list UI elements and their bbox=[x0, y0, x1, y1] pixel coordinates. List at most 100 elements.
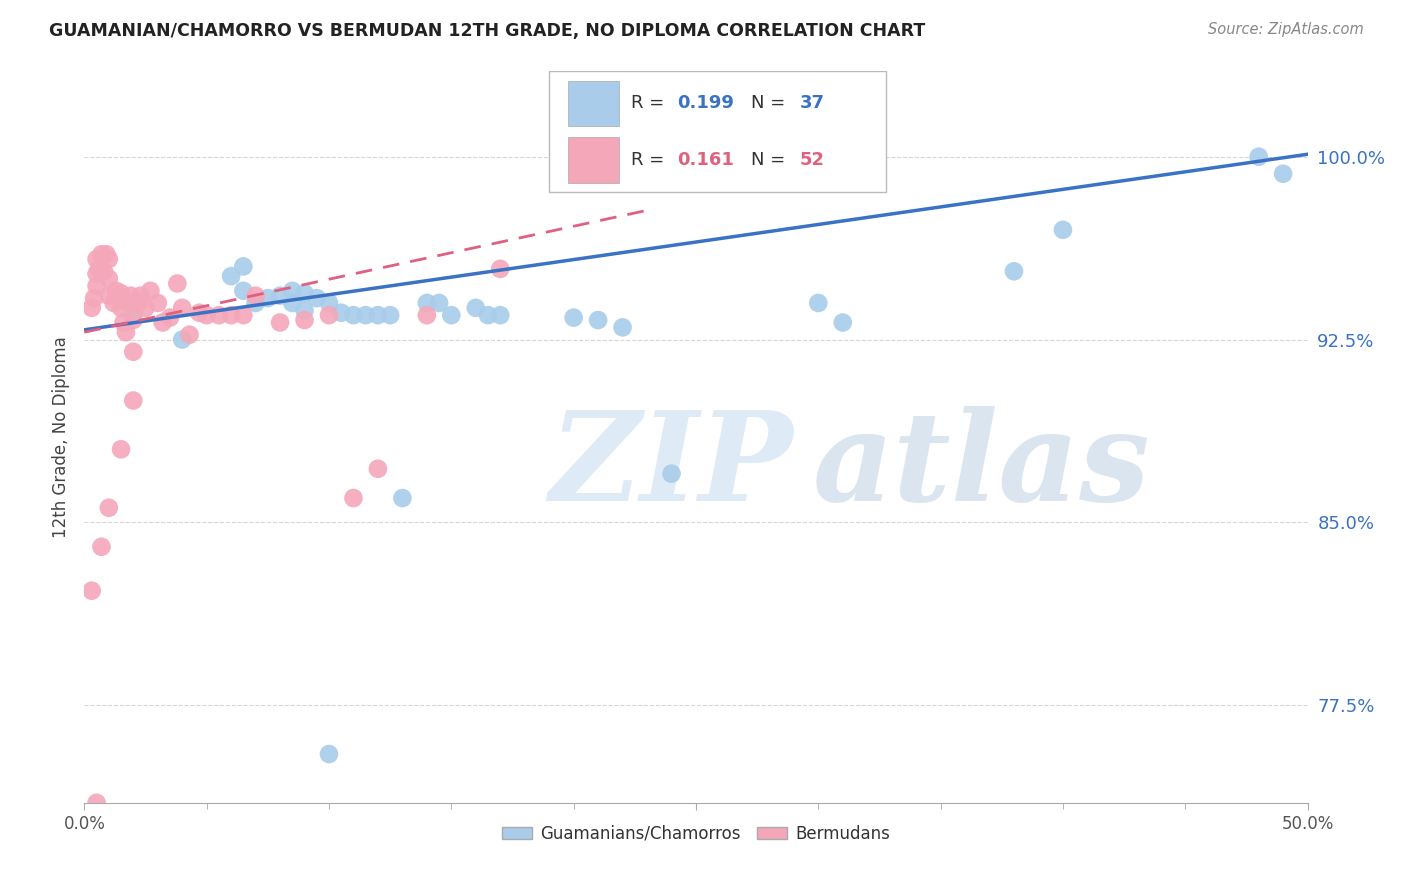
Point bbox=[1247, 150, 1270, 164]
Point bbox=[219, 308, 242, 322]
Point bbox=[179, 327, 201, 342]
Legend: Guamanians/Chamorros, Bermudans: Guamanians/Chamorros, Bermudans bbox=[495, 818, 897, 849]
Point bbox=[586, 313, 609, 327]
Point bbox=[86, 796, 108, 810]
Point bbox=[489, 308, 512, 322]
Point bbox=[281, 284, 304, 298]
Point bbox=[97, 271, 120, 285]
Point bbox=[269, 288, 291, 302]
Point bbox=[87, 261, 110, 276]
Text: 0.199: 0.199 bbox=[678, 95, 734, 112]
Point bbox=[86, 267, 108, 281]
Point bbox=[807, 296, 830, 310]
Point bbox=[172, 301, 194, 315]
Point bbox=[107, 291, 129, 305]
Point bbox=[110, 301, 132, 315]
Point bbox=[427, 296, 450, 310]
Point bbox=[562, 310, 585, 325]
FancyBboxPatch shape bbox=[550, 71, 886, 192]
Point bbox=[281, 296, 304, 310]
Point bbox=[269, 316, 291, 330]
Point bbox=[380, 308, 402, 322]
Point bbox=[477, 308, 499, 322]
Text: atlas: atlas bbox=[813, 406, 1150, 527]
Point bbox=[318, 296, 340, 310]
Point bbox=[661, 467, 683, 481]
Point bbox=[232, 284, 254, 298]
Text: 37: 37 bbox=[800, 95, 825, 112]
Point bbox=[152, 316, 174, 330]
Point bbox=[1052, 223, 1074, 237]
Point bbox=[122, 313, 145, 327]
Point bbox=[117, 296, 139, 310]
Point bbox=[342, 491, 364, 505]
Text: ZIP: ZIP bbox=[550, 406, 793, 527]
Point bbox=[257, 291, 280, 305]
Point bbox=[93, 264, 115, 278]
Point bbox=[612, 320, 634, 334]
Text: Source: ZipAtlas.com: Source: ZipAtlas.com bbox=[1208, 22, 1364, 37]
Point bbox=[97, 500, 120, 515]
Point bbox=[110, 442, 132, 457]
FancyBboxPatch shape bbox=[568, 80, 619, 126]
Point bbox=[188, 306, 211, 320]
Point bbox=[294, 313, 316, 327]
Text: GUAMANIAN/CHAMORRO VS BERMUDAN 12TH GRADE, NO DIPLOMA CORRELATION CHART: GUAMANIAN/CHAMORRO VS BERMUDAN 12TH GRAD… bbox=[49, 22, 925, 40]
Point bbox=[103, 296, 125, 310]
Point bbox=[318, 308, 340, 322]
Point bbox=[80, 301, 103, 315]
Point bbox=[294, 286, 316, 301]
Point bbox=[391, 491, 413, 505]
Point bbox=[127, 296, 149, 310]
Text: R =: R = bbox=[631, 95, 671, 112]
Point bbox=[120, 288, 142, 302]
Point bbox=[354, 308, 377, 322]
Point bbox=[110, 286, 132, 301]
Text: 0.161: 0.161 bbox=[678, 151, 734, 169]
Point bbox=[105, 284, 128, 298]
Point bbox=[1002, 264, 1025, 278]
Text: 52: 52 bbox=[800, 151, 825, 169]
Point bbox=[135, 301, 157, 315]
Point bbox=[831, 316, 853, 330]
Point bbox=[219, 269, 242, 284]
Point bbox=[122, 308, 145, 322]
Point bbox=[90, 247, 112, 261]
Point bbox=[464, 301, 486, 315]
Text: N =: N = bbox=[751, 151, 792, 169]
Point bbox=[208, 308, 231, 322]
Point bbox=[367, 308, 389, 322]
Point bbox=[342, 308, 364, 322]
Point bbox=[245, 296, 267, 310]
Text: N =: N = bbox=[751, 95, 792, 112]
Point bbox=[90, 540, 112, 554]
Text: R =: R = bbox=[631, 151, 671, 169]
Point bbox=[294, 303, 316, 318]
Point bbox=[146, 296, 169, 310]
Point bbox=[330, 306, 353, 320]
Point bbox=[195, 308, 218, 322]
Point bbox=[305, 291, 328, 305]
Point bbox=[416, 308, 439, 322]
Point bbox=[122, 393, 145, 408]
Point bbox=[86, 252, 108, 266]
Point bbox=[416, 296, 439, 310]
Point bbox=[97, 252, 120, 266]
Point bbox=[245, 288, 267, 302]
Point bbox=[139, 284, 162, 298]
Point bbox=[80, 583, 103, 598]
Point bbox=[86, 279, 108, 293]
Point bbox=[122, 344, 145, 359]
Point bbox=[166, 277, 188, 291]
Point bbox=[129, 288, 152, 302]
Point bbox=[232, 308, 254, 322]
Point bbox=[440, 308, 463, 322]
Y-axis label: 12th Grade, No Diploma: 12th Grade, No Diploma bbox=[52, 336, 70, 538]
Point bbox=[159, 310, 181, 325]
Point bbox=[367, 462, 389, 476]
Point bbox=[232, 260, 254, 274]
Point bbox=[1272, 167, 1295, 181]
Point bbox=[489, 261, 512, 276]
Point bbox=[97, 288, 120, 302]
Point bbox=[112, 316, 135, 330]
